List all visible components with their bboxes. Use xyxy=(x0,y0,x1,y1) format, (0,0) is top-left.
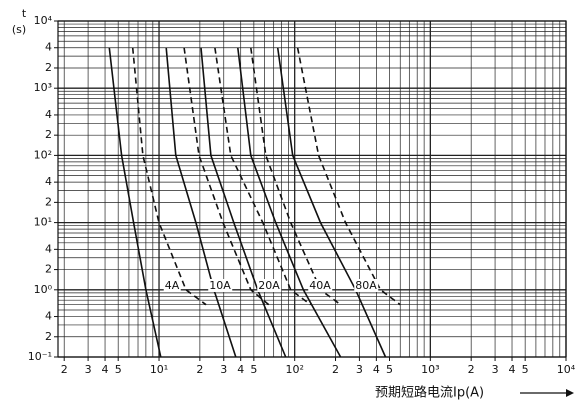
curve xyxy=(108,47,162,358)
y-tick-label: 4 xyxy=(45,242,52,255)
annotation: 20A xyxy=(258,279,280,292)
x-axis-label: 预期短路电流Ip(A) xyxy=(375,385,484,401)
x-tick-label: 10² xyxy=(285,363,303,376)
y-tick-label: 10⁴ xyxy=(34,14,53,27)
x-tick-label: 4 xyxy=(102,363,109,376)
annotation-bg xyxy=(163,279,181,292)
y-axis-label-top: t xyxy=(22,7,27,20)
curve xyxy=(183,47,270,306)
y-tick-label: 2 xyxy=(45,61,52,74)
curve xyxy=(214,47,312,306)
annotation-bg xyxy=(208,279,233,292)
x-tick-label: 4 xyxy=(373,363,380,376)
x-tick-label: 5 xyxy=(386,363,393,376)
y-tick-label: 10⁻¹ xyxy=(28,350,52,363)
y-tick-label: 10⁰ xyxy=(34,283,53,296)
x-tick-label: 2 xyxy=(332,363,339,376)
x-axis-arrowhead xyxy=(566,389,574,397)
y-tick-label: 10³ xyxy=(34,81,52,94)
x-tick-label: 5 xyxy=(115,363,122,376)
curve xyxy=(237,47,342,358)
curve xyxy=(165,47,237,358)
y-tick-label: 2 xyxy=(45,128,52,141)
curve xyxy=(276,47,387,358)
x-tick-label: 10⁴ xyxy=(557,363,576,376)
x-tick-label: 3 xyxy=(220,363,227,376)
curve xyxy=(250,47,342,306)
annotation: 40A xyxy=(309,279,331,292)
y-tick-label: 2 xyxy=(45,195,52,208)
y-tick-label: 2 xyxy=(45,263,52,276)
annotation: 4A xyxy=(165,279,180,292)
curve xyxy=(200,47,287,358)
y-axis-label: (s) xyxy=(12,23,26,36)
x-tick-label: 3 xyxy=(85,363,92,376)
y-tick-label: 4 xyxy=(45,108,52,121)
annotation-bg xyxy=(354,279,379,292)
x-tick-label: 2 xyxy=(468,363,475,376)
annotation: 10A xyxy=(209,279,231,292)
x-tick-label: 4 xyxy=(237,363,244,376)
annotation-bg xyxy=(308,279,333,292)
plot-frame xyxy=(57,20,567,358)
x-tick-label: 2 xyxy=(61,363,68,376)
annotation: 80A xyxy=(355,279,377,292)
y-tick-label: 4 xyxy=(45,310,52,323)
x-tick-label: 5 xyxy=(250,363,257,376)
y-tick-label: 2 xyxy=(45,330,52,343)
y-tick-label: 10² xyxy=(34,148,52,161)
x-tick-label: 3 xyxy=(492,363,499,376)
x-tick-label: 3 xyxy=(356,363,363,376)
x-tick-label: 2 xyxy=(196,363,203,376)
x-tick-label: 4 xyxy=(509,363,516,376)
x-tick-label: 10³ xyxy=(421,363,439,376)
y-tick-label: 4 xyxy=(45,175,52,188)
annotation-bg xyxy=(257,279,282,292)
curve xyxy=(131,47,207,306)
x-tick-label: 10¹ xyxy=(150,363,168,376)
y-tick-label: 4 xyxy=(45,41,52,54)
curve xyxy=(296,47,401,306)
y-tick-label: 10¹ xyxy=(34,216,52,229)
x-tick-label: 5 xyxy=(522,363,529,376)
